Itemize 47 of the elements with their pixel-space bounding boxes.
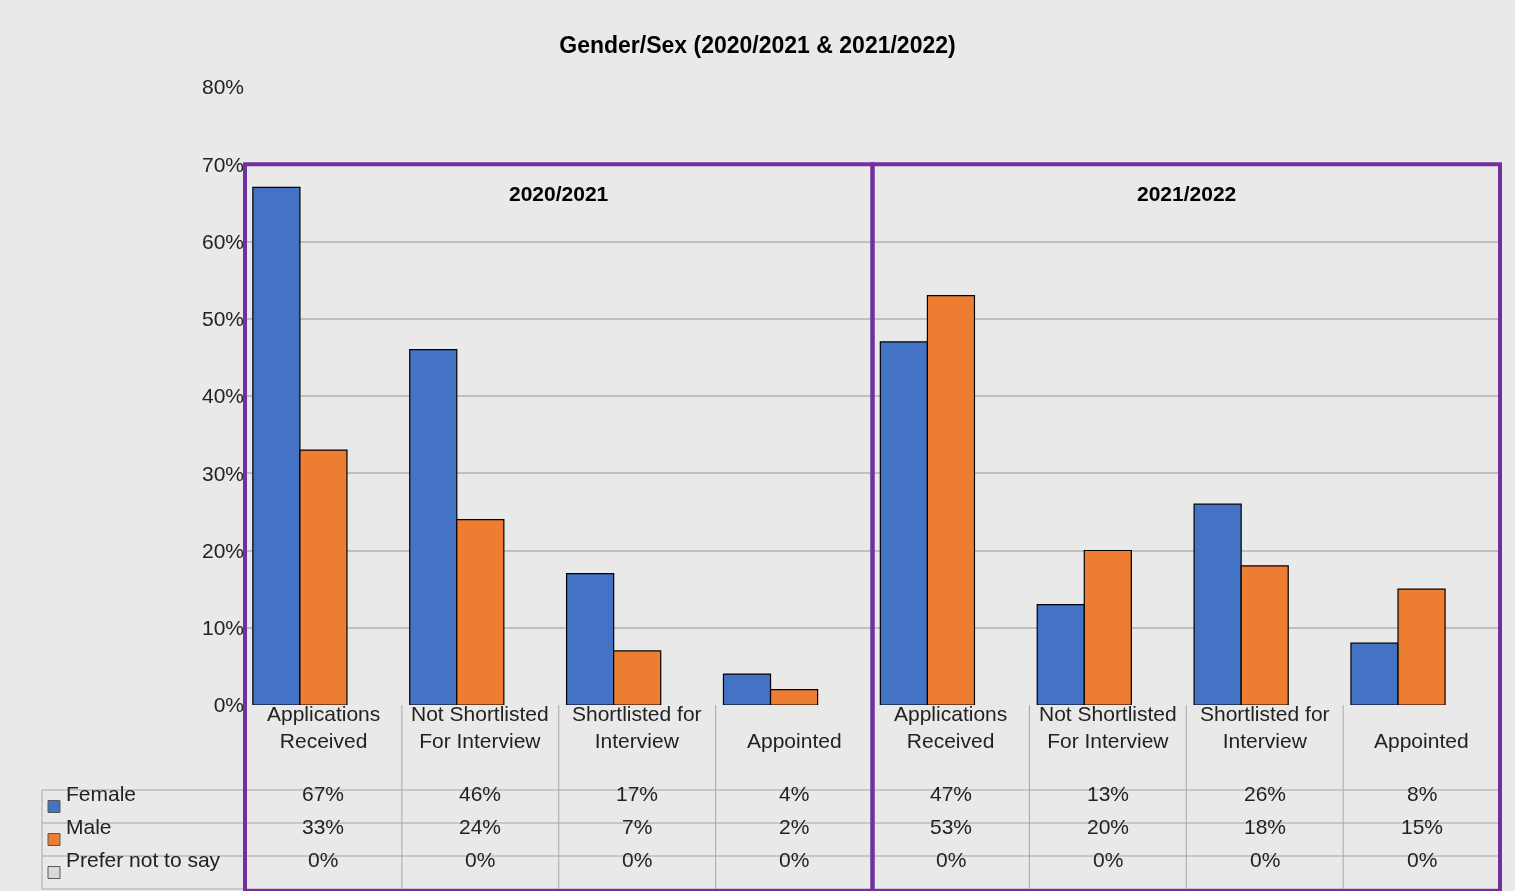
x-tick-label: Shortlisted for Interview bbox=[1200, 702, 1330, 753]
data-label: 0% bbox=[1407, 848, 1438, 871]
data-label: 0% bbox=[622, 848, 653, 871]
data-label: 0% bbox=[936, 848, 967, 871]
legend-label: Male bbox=[66, 815, 112, 838]
data-label: 26% bbox=[1244, 782, 1287, 805]
y-tick-label: 70% bbox=[201, 152, 244, 176]
x-tick-label: Applications Received bbox=[894, 702, 1008, 753]
y-tick-label: 30% bbox=[201, 461, 244, 485]
data-label: 33% bbox=[302, 815, 345, 838]
y-tick-label: 10% bbox=[201, 616, 244, 640]
x-tick-label: Shortlisted for Interview bbox=[572, 702, 702, 753]
data-label: 4% bbox=[779, 782, 810, 805]
x-tick-label: Not Shortlisted For Interview bbox=[1039, 702, 1177, 753]
data-label: 24% bbox=[459, 815, 502, 838]
x-tick-label: Not Shortlisted For Interview bbox=[411, 702, 549, 753]
legend-label: Prefer not to say bbox=[66, 848, 221, 871]
x-tick-label: Appointed bbox=[1374, 729, 1469, 752]
y-tick-label: 20% bbox=[201, 538, 244, 562]
data-label: 0% bbox=[465, 848, 496, 871]
y-tick-label: 0% bbox=[213, 693, 244, 717]
data-label: 46% bbox=[459, 782, 502, 805]
y-tick-label: 40% bbox=[201, 384, 244, 408]
x-tick-label: Applications Received bbox=[267, 702, 381, 753]
data-label: 0% bbox=[779, 848, 810, 871]
data-label: 13% bbox=[1087, 782, 1130, 805]
y-tick-label: 80% bbox=[201, 75, 244, 99]
data-label: 18% bbox=[1244, 815, 1287, 838]
data-label: 0% bbox=[1093, 848, 1124, 871]
data-label: 15% bbox=[1401, 815, 1444, 838]
data-label: 47% bbox=[930, 782, 973, 805]
data-label: 67% bbox=[302, 782, 345, 805]
data-label: 53% bbox=[930, 815, 973, 838]
annotation: 2021/2022 bbox=[1137, 182, 1237, 205]
data-label: 17% bbox=[616, 782, 659, 805]
y-tick-label: 50% bbox=[201, 307, 244, 331]
chart-title: Gender/Sex (2020/2021 & 2021/2022) bbox=[559, 32, 956, 59]
legend-label: Female bbox=[66, 782, 137, 805]
data-label: 20% bbox=[1087, 815, 1130, 838]
y-tick-label: 60% bbox=[201, 229, 244, 253]
data-label: 2% bbox=[779, 815, 810, 838]
data-label: 0% bbox=[1250, 848, 1281, 871]
annotation: 2020/2021 bbox=[509, 182, 609, 205]
x-tick-label: Appointed bbox=[747, 729, 842, 752]
data-label: 8% bbox=[1407, 782, 1438, 805]
data-label: 0% bbox=[308, 848, 339, 871]
data-label: 7% bbox=[622, 815, 653, 838]
